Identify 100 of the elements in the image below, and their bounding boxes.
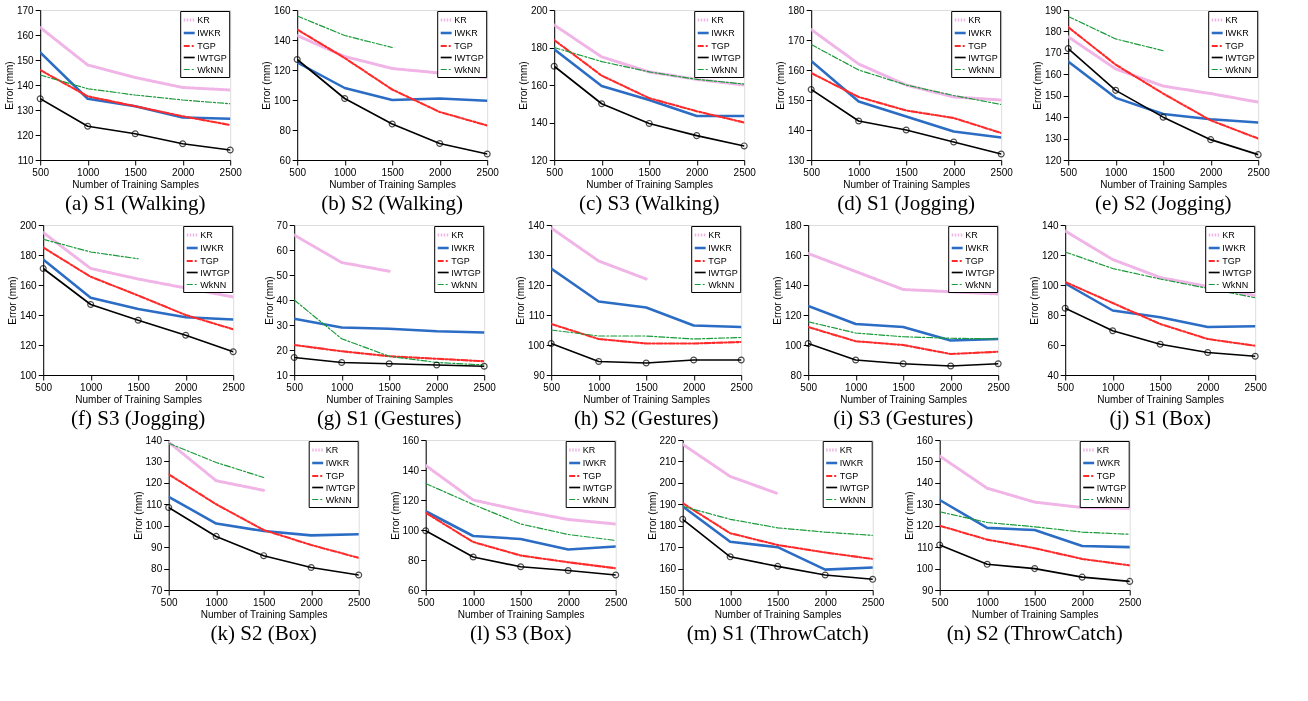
x-tick-label: 500 bbox=[1060, 166, 1078, 178]
x-tick-label: 1000 bbox=[976, 596, 1000, 608]
y-tick-label: 120 bbox=[20, 339, 38, 351]
line-series bbox=[939, 454, 1130, 511]
y-axis-title: Error (mm) bbox=[518, 61, 529, 110]
x-tick-label: 500 bbox=[543, 381, 561, 393]
text: (d) S1 (Jogging) bbox=[837, 191, 976, 215]
x-tick-label: 1500 bbox=[892, 381, 916, 393]
x-tick-label: 2500 bbox=[222, 381, 246, 393]
point bbox=[564, 566, 572, 575]
x-tick-label: 500 bbox=[286, 381, 304, 393]
x-tick-label: 2000 bbox=[172, 166, 195, 178]
legend-label: TGP bbox=[708, 256, 727, 266]
line-series bbox=[1065, 251, 1256, 299]
point bbox=[899, 360, 907, 368]
x-tick-label: 2500 bbox=[1244, 381, 1268, 393]
point bbox=[436, 139, 444, 148]
x-tick-label: 2500 bbox=[733, 166, 757, 178]
y-tick-label: 70 bbox=[276, 219, 289, 231]
x-tick-label: 500 bbox=[289, 166, 307, 178]
x-tick-label: 2500 bbox=[1247, 166, 1271, 178]
legend-label: WkNN bbox=[711, 64, 738, 75]
y-tick-label: 130 bbox=[145, 455, 163, 467]
y-tick-label: 140 bbox=[274, 34, 292, 46]
legend-label: IWTGP bbox=[839, 482, 870, 493]
line-series bbox=[939, 524, 1130, 567]
y-tick-label: 160 bbox=[531, 79, 549, 91]
y-tick-label: 120 bbox=[402, 494, 420, 506]
point bbox=[179, 140, 187, 148]
y-tick-label: 100 bbox=[1042, 279, 1060, 291]
point bbox=[1204, 348, 1212, 357]
y-tick-label: 60 bbox=[279, 154, 292, 166]
line-series bbox=[425, 482, 616, 542]
line-series bbox=[297, 28, 488, 127]
x-tick-label: 500 bbox=[803, 166, 821, 178]
y-tick-label: 60 bbox=[408, 584, 420, 596]
x-tick-label: 1000 bbox=[591, 166, 614, 178]
line-series bbox=[808, 325, 999, 356]
legend-label: KR bbox=[968, 15, 982, 25]
legend-label: TGP bbox=[968, 41, 987, 51]
legend-label: TGP bbox=[965, 256, 984, 266]
line-series bbox=[425, 509, 616, 551]
x-tick-label: 1000 bbox=[848, 166, 871, 178]
legend-label: WkNN bbox=[1222, 279, 1249, 290]
x-tick-label: 500 bbox=[417, 596, 435, 608]
line-series bbox=[808, 321, 999, 340]
point bbox=[182, 331, 190, 339]
y-tick-label: 160 bbox=[785, 249, 803, 261]
y-tick-label: 100 bbox=[20, 369, 38, 381]
x-tick-label: 1500 bbox=[1149, 381, 1173, 393]
line-series bbox=[297, 61, 488, 103]
x-tick-label: 2000 bbox=[1197, 381, 1220, 393]
legend-label: KR bbox=[454, 15, 468, 25]
x-tick-label: 1000 bbox=[845, 381, 868, 393]
x-tick-label: 2500 bbox=[473, 381, 497, 393]
x-tick-label: 2000 bbox=[943, 166, 966, 178]
x-tick-label: 2500 bbox=[987, 381, 1011, 393]
y-tick-label: 160 bbox=[788, 64, 806, 76]
x-axis-title: Number of Training Samples bbox=[329, 178, 457, 190]
line-series bbox=[939, 511, 1130, 535]
y-tick-label: 120 bbox=[145, 477, 163, 489]
x-tick-label: 1000 bbox=[205, 596, 229, 608]
y-tick-label: 160 bbox=[916, 434, 934, 446]
y-tick-label: 130 bbox=[1045, 133, 1063, 145]
legend-label: TGP bbox=[200, 256, 219, 266]
y-axis-title: Error (mm) bbox=[1029, 276, 1040, 325]
text: (f) S3 (Jogging) bbox=[71, 406, 206, 430]
point bbox=[1031, 565, 1039, 573]
x-tick-label: 1500 bbox=[127, 381, 151, 393]
x-tick-label: 1500 bbox=[378, 381, 402, 393]
y-tick-label: 100 bbox=[274, 94, 292, 106]
legend-label: WkNN bbox=[965, 279, 992, 290]
y-tick-label: 150 bbox=[788, 94, 806, 106]
y-tick-label: 140 bbox=[402, 464, 420, 476]
x-tick-label: 1000 bbox=[331, 381, 354, 393]
legend-label: TGP bbox=[1225, 41, 1244, 51]
legend-label: KR bbox=[708, 230, 722, 240]
line-series bbox=[425, 511, 616, 570]
legend-label: TGP bbox=[451, 256, 470, 266]
point bbox=[388, 120, 396, 128]
y-tick-label: 60 bbox=[276, 244, 289, 256]
y-tick-label: 100 bbox=[402, 524, 420, 536]
y-tick-label: 220 bbox=[659, 434, 677, 446]
y-axis-title: Error (mm) bbox=[1032, 61, 1043, 110]
line-series bbox=[554, 48, 745, 118]
y-tick-label: 140 bbox=[528, 219, 546, 231]
y-tick-label: 120 bbox=[274, 64, 292, 76]
y-tick-label: 140 bbox=[17, 79, 35, 91]
x-tick-label: 1500 bbox=[895, 166, 919, 178]
point bbox=[1109, 327, 1117, 335]
y-tick-label: 180 bbox=[1045, 25, 1063, 37]
y-tick-label: 80 bbox=[1047, 309, 1060, 321]
x-tick-label: 500 bbox=[160, 596, 178, 608]
legend-label: IWTGP bbox=[1096, 482, 1127, 493]
x-tick-label: 2000 bbox=[683, 381, 706, 393]
legend-label: WkNN bbox=[1225, 64, 1252, 75]
line-series bbox=[811, 43, 1002, 106]
y-tick-label: 140 bbox=[916, 477, 934, 489]
point bbox=[855, 117, 863, 125]
x-tick-label: 2500 bbox=[990, 166, 1014, 178]
